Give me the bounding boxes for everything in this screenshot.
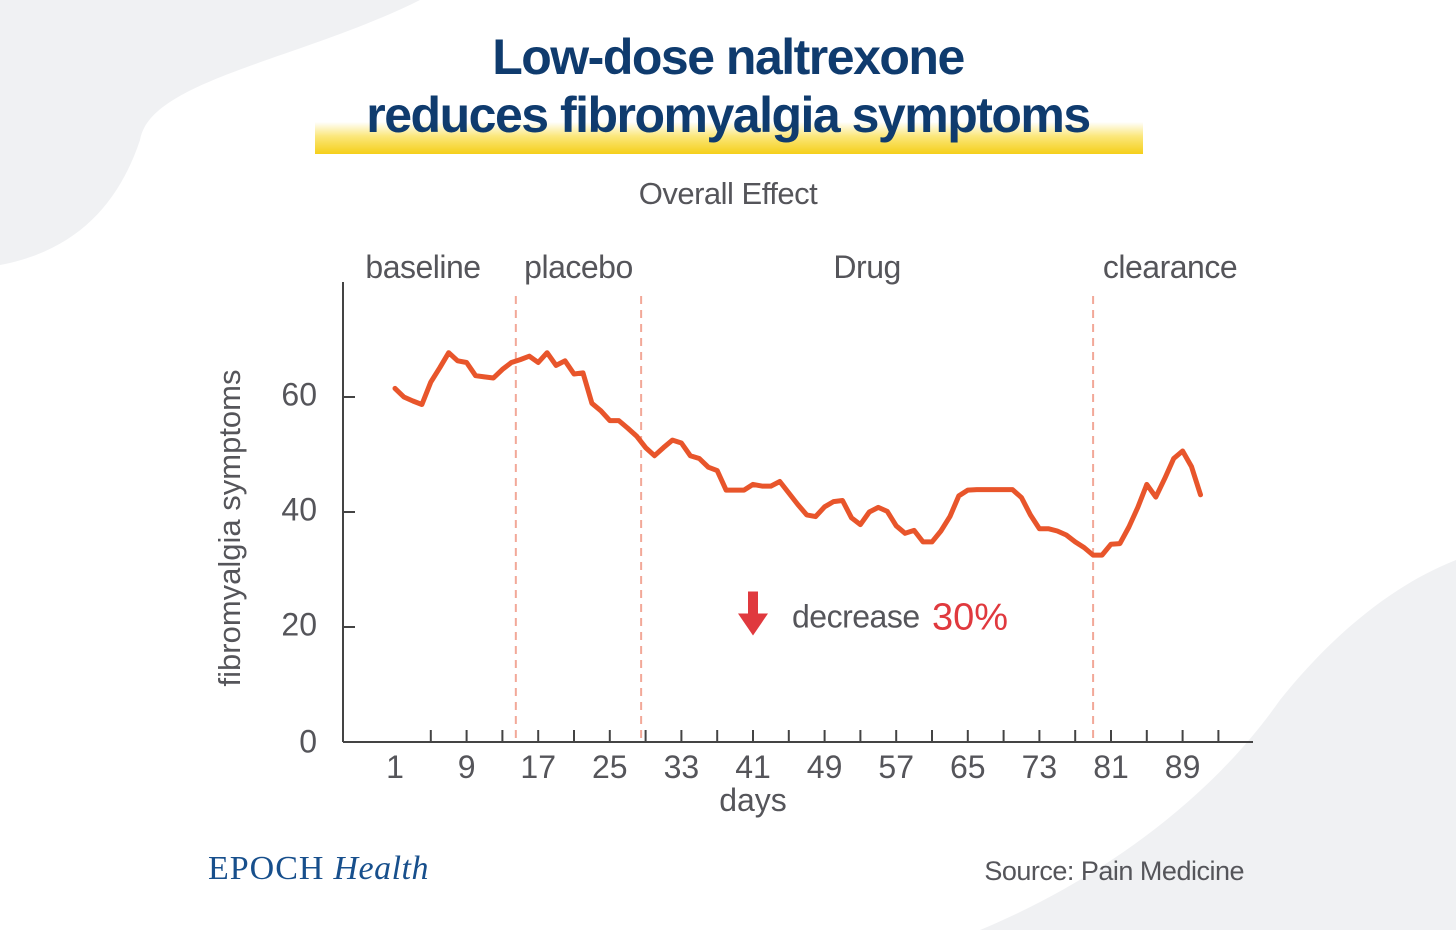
- phase-label: Drug: [833, 249, 900, 285]
- annotation-label: decrease: [792, 599, 920, 635]
- brand-logo-part1: EPOCH: [208, 850, 325, 887]
- y-axis-label: fibromyalgia symptoms: [212, 370, 247, 687]
- x-tick-label: 65: [950, 749, 986, 785]
- x-axis-label: days: [719, 782, 787, 818]
- x-tick-label: 17: [520, 749, 556, 785]
- x-tick-label: 33: [664, 749, 700, 785]
- x-tick-label: 73: [1022, 749, 1058, 785]
- title-line-2: reduces fibromyalgia symptoms: [366, 87, 1091, 143]
- x-tick-label: 25: [592, 749, 628, 785]
- x-tick-label: 57: [878, 749, 914, 785]
- x-tick-label: 41: [735, 749, 771, 785]
- chart-subtitle: Overall Effect: [638, 176, 818, 211]
- annotation-value: 30%: [932, 597, 1008, 639]
- brand-logo: EPOCH Health: [208, 850, 429, 888]
- chart-title: Low-dose naltrexone reduces fibromyalgia…: [0, 28, 1456, 144]
- x-tick-label: 89: [1165, 749, 1201, 785]
- brand-logo-part2: Health: [333, 850, 430, 887]
- phase-label: baseline: [365, 249, 480, 285]
- x-tick-label: 1: [386, 749, 404, 785]
- title-highlight-bar: [315, 122, 1143, 154]
- y-tick-label: 20: [281, 606, 317, 642]
- series-line: [392, 350, 1203, 558]
- decrease-arrow-icon: [738, 591, 768, 636]
- y-tick-label: 60: [281, 376, 317, 412]
- y-tick-label: 40: [281, 491, 317, 527]
- title-line-1: Low-dose naltrexone: [492, 29, 965, 85]
- x-tick-label: 9: [458, 749, 476, 785]
- x-tick-label: 81: [1093, 749, 1129, 785]
- y-tick-label: 0: [299, 723, 317, 759]
- source-note: Source: Pain Medicine: [984, 856, 1244, 886]
- phase-label: placebo: [524, 249, 633, 285]
- phase-label: clearance: [1103, 249, 1237, 285]
- x-tick-label: 49: [807, 749, 843, 785]
